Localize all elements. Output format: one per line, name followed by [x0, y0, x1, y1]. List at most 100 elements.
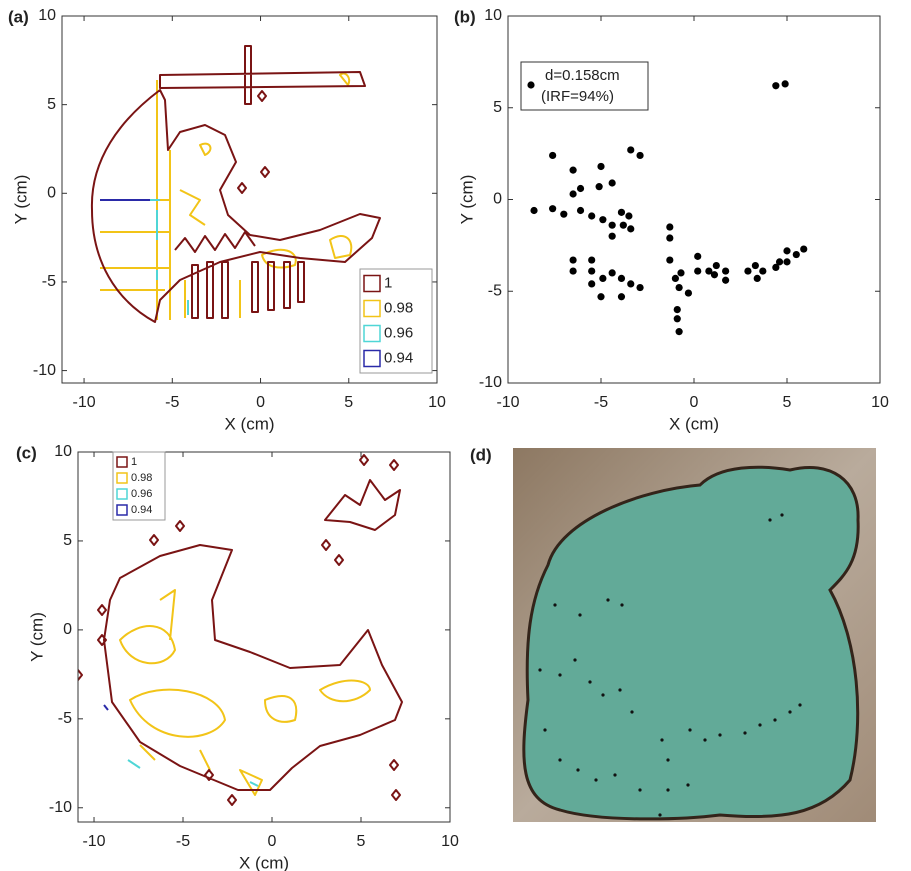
point [677, 269, 684, 276]
legend-label: 1 [384, 274, 392, 291]
photo [513, 448, 876, 822]
point [570, 190, 577, 197]
y-tick-label: 0 [63, 621, 72, 638]
x-tick-label: 10 [871, 394, 889, 411]
point [560, 211, 567, 218]
point [588, 280, 595, 287]
point [577, 185, 584, 192]
point [752, 262, 759, 269]
point [609, 269, 616, 276]
point [627, 280, 634, 287]
point [676, 328, 683, 335]
contour-line [104, 705, 108, 710]
point [685, 289, 692, 296]
x-tick-label: -10 [496, 394, 519, 411]
point [666, 234, 673, 241]
annotation: (IRF=94%) [541, 88, 614, 105]
y-axis-label: Y (cm) [457, 175, 476, 225]
y-tick-label: 5 [63, 532, 72, 549]
x-tick-label: 0 [690, 394, 699, 411]
y-tick-label: -5 [42, 273, 56, 290]
y-tick-label: 10 [54, 443, 72, 460]
contour-line [120, 590, 370, 795]
point [694, 267, 701, 274]
point [793, 251, 800, 258]
point [800, 245, 807, 252]
point [674, 315, 681, 322]
point [620, 222, 627, 229]
point [783, 247, 790, 254]
contour-line [100, 73, 351, 320]
y-tick-label: 10 [38, 7, 56, 24]
point [618, 275, 625, 282]
point [596, 183, 603, 190]
point [783, 258, 790, 265]
point [759, 267, 766, 274]
y-tick-label: 5 [493, 99, 502, 116]
panel-label: (d) [470, 445, 492, 464]
x-axis-label: X (cm) [224, 414, 274, 433]
point [772, 82, 779, 89]
point [666, 256, 673, 263]
y-axis-label: Y (cm) [27, 612, 46, 662]
y-tick-label: -5 [58, 710, 72, 727]
panel-label: (a) [8, 7, 29, 26]
legend-label: 0.96 [131, 488, 152, 500]
point [636, 152, 643, 159]
legend-label: 0.96 [384, 324, 413, 341]
x-tick-label: -10 [72, 394, 95, 411]
point [627, 146, 634, 153]
point [722, 267, 729, 274]
point [597, 163, 604, 170]
contour-line [92, 46, 380, 322]
point [570, 167, 577, 174]
y-tick-label: -10 [479, 374, 502, 391]
y-tick-label: 5 [47, 96, 56, 113]
panel-label: (c) [16, 443, 37, 462]
annotation: d=0.158cm [545, 67, 620, 84]
legend-label: 0.98 [384, 299, 413, 316]
x-tick-label: 10 [441, 833, 459, 850]
point [666, 223, 673, 230]
legend-label: 0.94 [384, 349, 413, 366]
point [577, 207, 584, 214]
point [588, 267, 595, 274]
point [530, 207, 537, 214]
legend-label: 0.94 [131, 504, 152, 516]
point [597, 293, 604, 300]
x-tick-label: -10 [82, 833, 105, 850]
y-tick-label: -10 [33, 362, 56, 379]
point [570, 267, 577, 274]
annotation-box: d=0.158cm (IRF=94%) [521, 62, 648, 110]
point [713, 262, 720, 269]
y-tick-label: -10 [49, 799, 72, 816]
point [618, 293, 625, 300]
y-axis-label: Y (cm) [11, 175, 30, 225]
point [549, 205, 556, 212]
y-tick-label: 10 [484, 7, 502, 24]
legend-label: 0.98 [131, 472, 152, 484]
point [722, 277, 729, 284]
contour-line [128, 760, 258, 786]
x-axis-label: X (cm) [239, 853, 289, 871]
x-tick-label: 0 [256, 394, 265, 411]
y-tick-label: 0 [493, 191, 502, 208]
x-axis-label: X (cm) [669, 414, 719, 433]
point [754, 275, 761, 282]
x-tick-label: 5 [783, 394, 792, 411]
point [674, 306, 681, 313]
point [694, 253, 701, 260]
point [618, 209, 625, 216]
point [672, 275, 679, 282]
x-tick-label: 5 [344, 394, 353, 411]
x-tick-label: -5 [594, 394, 608, 411]
point [676, 284, 683, 291]
point [711, 271, 718, 278]
point [782, 80, 789, 87]
y-tick-label: 0 [47, 185, 56, 202]
contour-group [92, 46, 380, 322]
point [625, 212, 632, 219]
panel-label: (b) [454, 7, 476, 26]
x-tick-label: 5 [357, 833, 366, 850]
x-tick-label: 10 [428, 394, 446, 411]
